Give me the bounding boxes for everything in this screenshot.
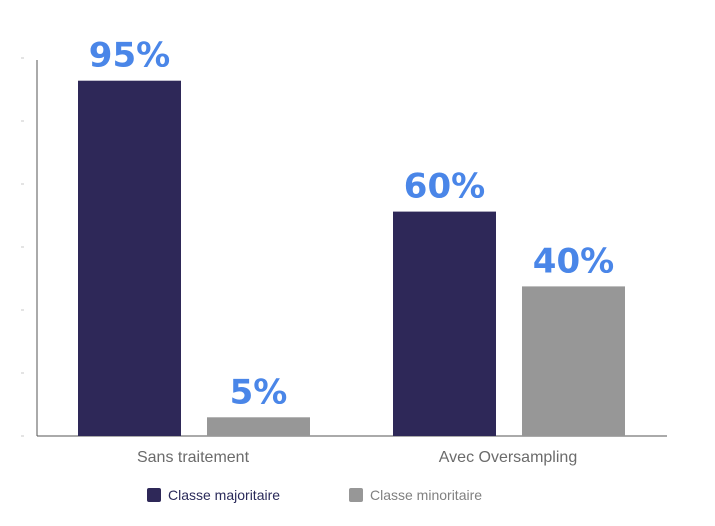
bar — [78, 80, 181, 436]
legend-label-minoritaire: Classe minoritaire — [370, 487, 482, 503]
bar — [522, 286, 625, 436]
data-label: 95% — [89, 36, 170, 76]
legend-swatch-majoritaire — [147, 488, 161, 502]
bars-group — [78, 80, 625, 436]
data-label: 5% — [230, 372, 288, 412]
data-label: 60% — [404, 167, 485, 207]
legend: Classe majoritaire Classe minoritaire — [147, 487, 482, 503]
category-label: Avec Oversampling — [439, 449, 577, 466]
value-labels-group: 95% 60% 5% 40% — [89, 36, 614, 413]
bar — [207, 417, 310, 436]
y-axis-ticks — [21, 57, 24, 437]
bar — [393, 211, 496, 436]
category-label: Sans traitement — [137, 449, 250, 466]
data-label: 40% — [533, 241, 614, 281]
legend-swatch-minoritaire — [349, 488, 363, 502]
legend-label-majoritaire: Classe majoritaire — [168, 487, 280, 503]
